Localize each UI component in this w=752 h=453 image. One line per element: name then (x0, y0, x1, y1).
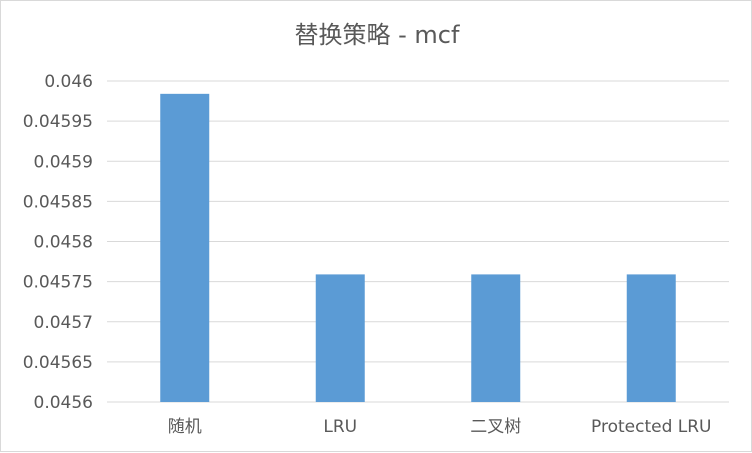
y-tick-label: 0.04585 (23, 192, 93, 212)
bar (626, 274, 676, 402)
gridlines (107, 80, 729, 403)
y-tick-label: 0.04575 (23, 273, 93, 293)
y-tick-label: 0.0458 (34, 233, 93, 253)
y-tick-label: 0.0457 (34, 313, 93, 333)
x-category-label: 二叉树 (470, 417, 521, 437)
y-axis-ticks: 0.0456 0.04565 0.0457 0.04575 0.0458 0.04585 0… (23, 72, 93, 413)
y-tick-label: 0.04565 (23, 353, 93, 373)
y-tick-label: 0.0459 (34, 152, 93, 172)
bar (315, 274, 365, 402)
x-category-label: Protected LRU (591, 417, 712, 437)
y-tick-label: 0.0456 (34, 393, 93, 413)
bar (471, 274, 521, 402)
x-axis-categories: 随机 LRU 二叉树 Protected LRU (168, 417, 712, 437)
bars (160, 93, 676, 402)
bar (160, 93, 210, 402)
chart-title: 替换策略 - mcf (295, 21, 460, 49)
x-category-label: 随机 (168, 417, 202, 437)
y-tick-label: 0.04595 (23, 112, 93, 132)
x-category-label: LRU (323, 417, 357, 437)
y-tick-label: 0.046 (44, 72, 93, 92)
